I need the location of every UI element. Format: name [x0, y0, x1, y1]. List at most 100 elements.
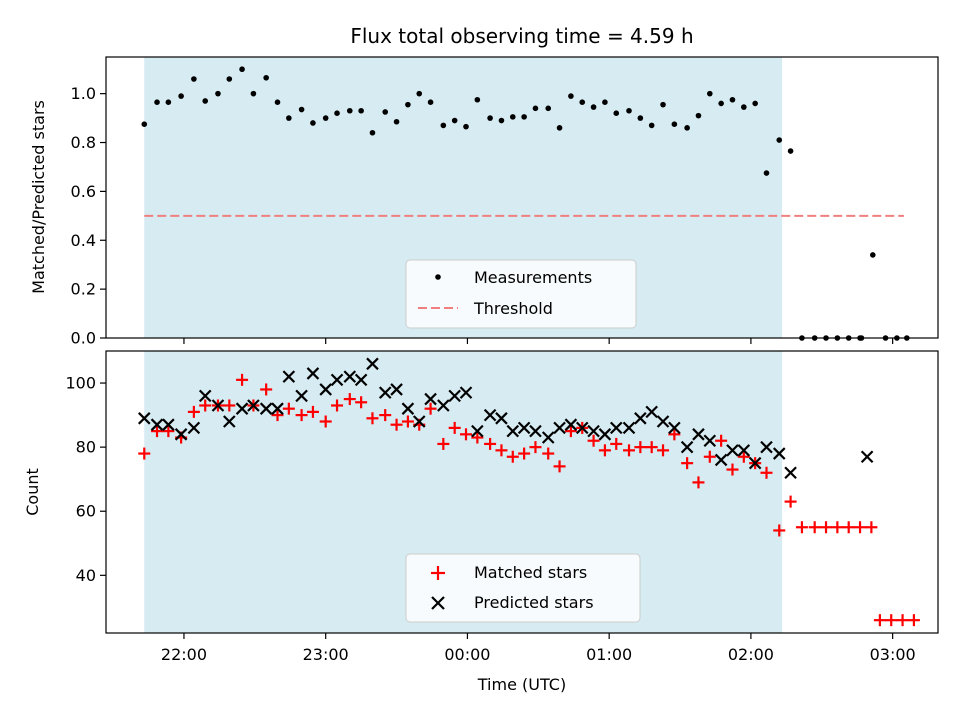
- predicted-star-point: [668, 421, 681, 435]
- bottom-y-tick-label: 60: [76, 502, 96, 521]
- matched-star-point: [760, 466, 773, 479]
- predicted-star-point: [306, 367, 320, 380]
- measurement-point: [416, 90, 423, 97]
- measurement-point: [741, 104, 747, 110]
- top-legend: Measurements Threshold: [405, 259, 637, 329]
- matched-star-point: [564, 425, 577, 438]
- predicted-star-point: [198, 389, 212, 403]
- measurement-point: [463, 123, 469, 130]
- matched-star-point: [390, 418, 403, 431]
- measurement-point: [870, 252, 876, 258]
- predicted-star-point: [703, 434, 717, 448]
- measurement-point: [613, 110, 620, 116]
- measurement-point: [648, 122, 655, 129]
- matched-star-point: [542, 447, 555, 460]
- predicted-star-point: [760, 440, 773, 454]
- matched-star-point: [460, 428, 473, 441]
- legend-predicted-marker: [431, 596, 445, 610]
- matched-star-point: [657, 444, 670, 457]
- matched-star-point: [343, 393, 356, 406]
- matched-star-point: [726, 463, 739, 476]
- predicted-star-point: [162, 418, 175, 431]
- matched-star-point: [737, 450, 750, 463]
- matched-star-point: [484, 437, 497, 450]
- predicted-star-point: [319, 383, 332, 396]
- matched-star-point: [236, 373, 249, 386]
- measurement-point: [556, 125, 563, 131]
- measurement-point: [226, 76, 233, 82]
- matched-star-point: [529, 441, 542, 454]
- predicted-star-point: [366, 357, 379, 371]
- predicted-star-point: [860, 450, 874, 464]
- measurement-point: [532, 105, 539, 112]
- measurement-point: [660, 101, 666, 108]
- matched-star-point: [366, 412, 379, 425]
- predicted-star-point: [150, 418, 164, 431]
- top-panel: 0.0 0.2 0.4 0.6 0.8 1.0 Matched/Predicted sta…: [29, 56, 939, 348]
- top-y-axis-label: Matched/Predicted stars: [29, 100, 48, 294]
- measurement-point: [346, 107, 353, 114]
- top-frame: [105, 56, 939, 339]
- legend-measurements-marker: [435, 274, 441, 280]
- top-y-tick-label: 0.6: [71, 182, 96, 201]
- measurement-point: [487, 115, 493, 121]
- measurement-point: [451, 117, 458, 124]
- predicted-star-point: [784, 466, 797, 480]
- matched-star-point: [331, 399, 344, 412]
- top-y-tick-label: 1.0: [71, 84, 96, 103]
- predicted-star-point: [412, 415, 426, 428]
- matched-star-point: [587, 434, 600, 447]
- x-tick-label: 00:00: [444, 645, 490, 664]
- predicted-star-point: [598, 428, 612, 441]
- matched-star-point: [355, 396, 368, 409]
- matched-star-point: [306, 405, 319, 418]
- matched-star-point: [437, 437, 450, 450]
- measurement-point: [440, 122, 447, 129]
- matched-star-point: [820, 521, 833, 534]
- predicted-star-point: [529, 424, 542, 438]
- measurement-point: [671, 121, 678, 127]
- predicted-star-point: [211, 399, 225, 412]
- predicted-star-point: [295, 389, 308, 403]
- matched-star-point: [873, 614, 886, 627]
- predicted-star-point: [609, 421, 623, 435]
- matched-star-point: [795, 521, 808, 534]
- matched-star-point: [784, 495, 797, 508]
- measurement-point: [729, 96, 736, 103]
- matched-star-point: [506, 450, 519, 463]
- matched-star-point: [715, 434, 728, 447]
- predicted-star-point: [330, 373, 344, 387]
- matched-star-point: [448, 421, 461, 434]
- matched-star-point: [424, 402, 437, 415]
- matched-star-point: [808, 521, 821, 534]
- bottom-y-tick-label: 40: [76, 566, 96, 585]
- measurement-point: [752, 100, 758, 107]
- measurement-point: [405, 101, 411, 108]
- predicted-star-point: [692, 428, 705, 441]
- predicted-star-point: [390, 383, 403, 396]
- bottom-legend: Matched stars Predicted stars: [405, 553, 641, 623]
- predicted-star-point: [343, 370, 357, 383]
- measurement-point: [509, 114, 516, 120]
- matched-star-point: [379, 409, 392, 422]
- predicted-stars-points: [137, 357, 874, 480]
- measurement-point: [165, 99, 172, 106]
- measurement-point: [474, 96, 481, 103]
- predicted-star-point: [772, 447, 786, 460]
- measurement-point: [718, 100, 724, 107]
- measurement-point: [334, 110, 340, 116]
- top-measurement-points: [141, 66, 910, 341]
- top-y-ticks: 0.0 0.2 0.4 0.6 0.8 1.0: [71, 84, 106, 348]
- predicted-star-point: [564, 418, 578, 431]
- matched-star-point: [260, 383, 273, 396]
- top-legend-box: [405, 259, 637, 329]
- predicted-star-point: [187, 421, 201, 435]
- measurement-point: [274, 99, 281, 106]
- predicted-star-point: [223, 415, 236, 428]
- matched-star-point: [854, 521, 867, 534]
- legend-measurements-label: Measurements: [474, 268, 592, 287]
- legend-predicted-label: Predicted stars: [474, 593, 594, 612]
- predicted-star-point: [271, 402, 284, 415]
- matched-star-point: [634, 441, 647, 454]
